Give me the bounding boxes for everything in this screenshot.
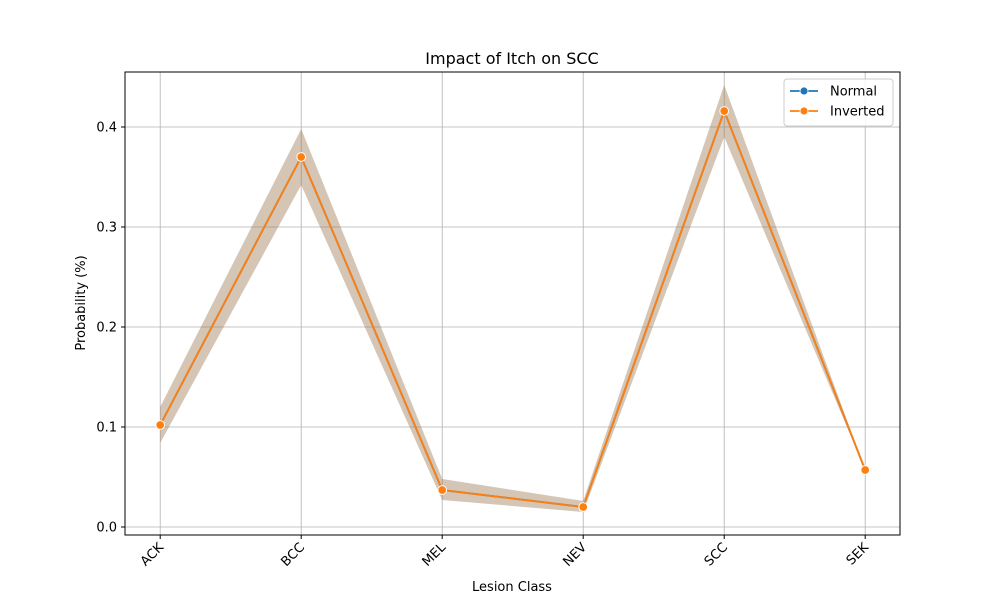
x-axis-title: Lesion Class (472, 580, 552, 595)
legend-marker (799, 106, 809, 116)
x-tick-label: MEL (420, 540, 450, 570)
data-point (860, 465, 870, 475)
chart-title: Impact of Itch on SCC (425, 49, 598, 68)
y-tick-label: 0.4 (96, 121, 117, 136)
data-point (155, 420, 165, 430)
y-axis-ticks: 0.0 0.1 0.2 0.3 0.4 (96, 121, 125, 536)
series-lines (159, 108, 867, 508)
legend-label: Normal (830, 85, 877, 100)
y-axis-title: Probability (%) (74, 255, 89, 350)
legend: Normal Inverted (783, 78, 894, 127)
series-line (159, 108, 867, 508)
x-tick-label: ACK (138, 540, 168, 570)
data-point (719, 106, 729, 116)
x-tick-label: NEV (560, 540, 590, 570)
confidence-bands (160, 85, 866, 512)
legend-marker (799, 86, 809, 96)
y-tick-label: 0.2 (96, 321, 117, 336)
data-point (437, 485, 447, 495)
y-tick-label: 0.0 (96, 521, 117, 536)
y-tick-label: 0.3 (96, 221, 117, 236)
series-points (155, 106, 870, 512)
x-axis-ticks: ACK BCC MEL NEV SCC SEK (138, 535, 873, 570)
confidence-band (160, 85, 866, 512)
plot-frame (124, 71, 901, 536)
legend-label: Inverted (830, 105, 884, 120)
data-point (296, 152, 306, 162)
y-tick-label: 0.1 (96, 421, 117, 436)
x-tick-label: SEK (844, 540, 873, 569)
x-tick-label: BCC (278, 540, 308, 570)
data-point (578, 502, 588, 512)
grid (125, 72, 900, 535)
confidence-band (160, 85, 866, 512)
x-tick-label: SCC (702, 540, 731, 569)
series-line (159, 108, 867, 508)
